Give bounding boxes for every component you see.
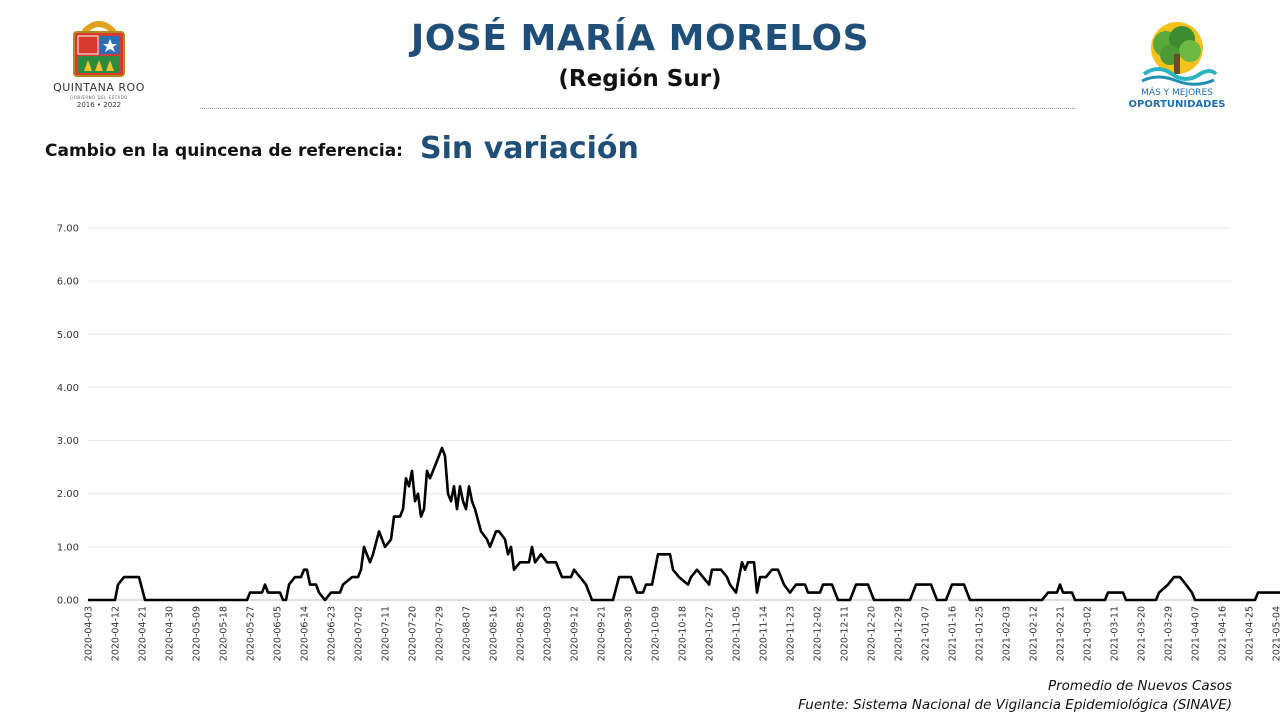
x-tick-label: 2020-10-18 <box>678 606 689 661</box>
x-tick-label: 2020-09-03 <box>543 606 554 661</box>
x-tick-label: 2021-02-03 <box>1002 606 1013 661</box>
x-axis-ticks: 2020-04-03 2020-04-12 2020-04-21 2020-04-30… <box>84 606 1280 661</box>
source-note: Fuente: Sistema Nacional de Vigilancia E… <box>798 697 1232 713</box>
x-tick-label: 2021-03-20 <box>1137 606 1148 661</box>
y-tick-label: 0.00 <box>57 596 79 607</box>
y-tick-label: 7.00 <box>57 224 79 235</box>
x-tick-label: 2020-06-23 <box>327 606 338 661</box>
x-tick-label: 2021-03-29 <box>1164 606 1175 661</box>
logo-right-line2: OPORTUNIDADES <box>1128 99 1226 110</box>
x-tick-label: 2020-07-29 <box>435 606 446 661</box>
x-tick-label: 2020-09-21 <box>597 606 608 661</box>
logo-right-line1: MÁS Y MEJORES <box>1141 88 1213 98</box>
logo-left-years: 2016 • 2022 <box>76 101 122 109</box>
chart-grid <box>88 227 1231 601</box>
x-tick-label: 2020-12-20 <box>867 606 878 661</box>
y-tick-label: 2.00 <box>57 489 79 500</box>
y-tick-label: 5.00 <box>57 330 79 341</box>
x-tick-label: 2021-01-07 <box>921 606 932 661</box>
x-tick-label: 2020-12-29 <box>894 606 905 661</box>
page-title: JOSÉ MARÍA MORELOS <box>410 18 870 59</box>
header-divider <box>200 108 1075 109</box>
x-tick-label: 2020-10-27 <box>705 606 716 661</box>
x-tick-label: 2020-12-11 <box>840 606 851 661</box>
change-label: Cambio en la quincena de referencia: <box>45 141 403 161</box>
x-tick-label: 2020-10-09 <box>651 606 662 661</box>
y-tick-label: 1.00 <box>57 542 79 553</box>
coat-of-arms-icon <box>73 21 125 77</box>
x-tick-label: 2021-04-07 <box>1191 606 1202 661</box>
page-subtitle: (Región Sur) <box>558 66 722 92</box>
tree-logo-icon <box>1141 22 1218 86</box>
oportunidades-logo: MÁS Y MEJORES OPORTUNIDADES <box>1122 20 1232 116</box>
x-tick-label: 2021-01-25 <box>975 606 986 661</box>
x-tick-label: 2020-12-02 <box>813 606 824 661</box>
logo-left-tagline: GOBIERNO DEL ESTADO <box>70 95 128 100</box>
x-tick-label: 2020-11-05 <box>732 606 743 661</box>
x-tick-label: 2020-07-02 <box>354 606 365 661</box>
y-axis-ticks: 0.00 1.00 2.00 3.00 4.00 5.00 6.00 7.00 <box>57 224 79 607</box>
x-tick-label: 2021-03-02 <box>1083 606 1094 661</box>
quintana-roo-logo: QUINTANA ROO GOBIERNO DEL ESTADO 2016 • … <box>44 18 154 114</box>
x-tick-label: 2021-02-12 <box>1029 606 1040 661</box>
y-tick-label: 6.00 <box>57 277 79 288</box>
legend-note: Promedio de Nuevos Casos <box>1047 678 1232 694</box>
x-tick-label: 2020-04-30 <box>165 606 176 661</box>
x-tick-label: 2020-07-11 <box>381 606 392 661</box>
x-tick-label: 2020-06-05 <box>273 606 284 661</box>
y-tick-label: 3.00 <box>57 436 79 447</box>
x-tick-label: 2020-05-09 <box>192 606 203 661</box>
y-tick-label: 4.00 <box>57 383 79 394</box>
x-tick-label: 2020-09-12 <box>570 606 581 661</box>
x-tick-label: 2020-08-16 <box>489 606 500 661</box>
x-tick-label: 2020-08-25 <box>516 606 527 661</box>
x-tick-label: 2021-02-21 <box>1056 606 1067 661</box>
x-tick-label: 2021-03-11 <box>1110 606 1121 661</box>
x-tick-label: 2021-04-25 <box>1245 606 1256 661</box>
x-tick-label: 2020-08-07 <box>462 606 473 661</box>
x-tick-label: 2020-05-18 <box>219 606 230 661</box>
x-tick-label: 2020-04-21 <box>138 606 149 661</box>
x-tick-label: 2020-11-14 <box>759 606 770 661</box>
x-tick-label: 2020-07-20 <box>408 606 419 661</box>
x-tick-label: 2020-06-14 <box>300 606 311 661</box>
x-tick-label: 2021-04-16 <box>1218 606 1229 661</box>
x-tick-label: 2020-11-23 <box>786 606 797 661</box>
logo-left-name: QUINTANA ROO <box>53 81 145 94</box>
x-tick-label: 2020-04-03 <box>84 606 95 661</box>
x-tick-label: 2020-04-12 <box>111 606 122 661</box>
series-line <box>88 446 1280 602</box>
x-tick-label: 2021-05-04 <box>1272 606 1280 661</box>
change-value: Sin variación <box>420 131 639 166</box>
x-tick-label: 2021-01-16 <box>948 606 959 661</box>
x-tick-label: 2020-05-27 <box>246 606 257 661</box>
x-tick-label: 2020-09-30 <box>624 606 635 661</box>
